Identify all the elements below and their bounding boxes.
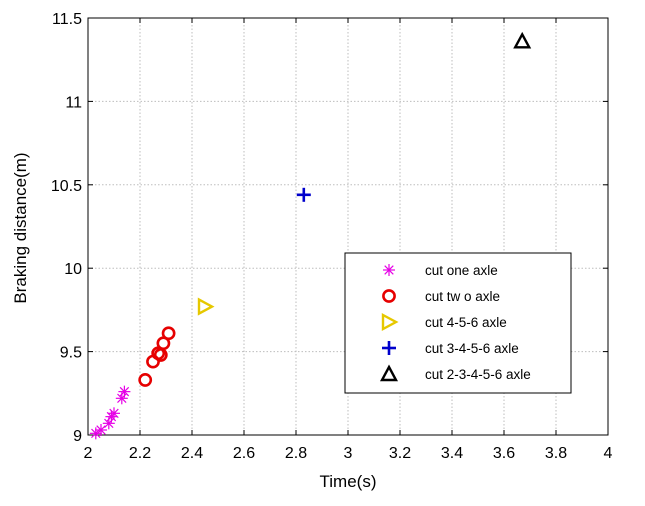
star-stroke bbox=[96, 425, 106, 435]
legend-marker bbox=[382, 341, 396, 355]
data-point bbox=[118, 385, 131, 398]
legend-marker bbox=[379, 364, 399, 382]
legend-marker bbox=[382, 289, 396, 303]
x-tick-label: 3.8 bbox=[545, 445, 567, 462]
circle-shape bbox=[138, 373, 153, 387]
legend-marker bbox=[383, 264, 395, 276]
x-tick-label: 2.2 bbox=[129, 445, 151, 462]
y-tick-label: 11 bbox=[65, 94, 82, 111]
legend-entry-label: cut 3-4-5-6 axle bbox=[425, 341, 519, 356]
data-point bbox=[197, 297, 215, 316]
y-tick-label: 11.5 bbox=[52, 11, 82, 28]
y-tick-label: 10.5 bbox=[51, 178, 82, 195]
x-tick-labels: 2 2.2 2.4 2.6 2.8 3 3.2 3.4 3.6 3.8 4 bbox=[84, 445, 613, 462]
y-tick-label: 9.5 bbox=[60, 345, 82, 362]
y-tick-labels: 9 9.5 10 10.5 11 11.5 bbox=[51, 11, 82, 445]
legend-entry-label: cut one axle bbox=[425, 263, 498, 278]
x-tick-label: 3.4 bbox=[441, 445, 463, 462]
x-axis-label: Time(s) bbox=[320, 472, 377, 491]
legend-entry-label: cut 4-5-6 axle bbox=[425, 315, 507, 330]
star-stroke bbox=[384, 265, 394, 275]
y-tick-label: 10 bbox=[64, 261, 82, 278]
x-tick-label: 3.2 bbox=[389, 445, 411, 462]
data-point bbox=[513, 31, 532, 49]
x-tick-label: 3.6 bbox=[493, 445, 515, 462]
y-tick-label: 9 bbox=[73, 428, 82, 445]
star-stroke bbox=[119, 386, 130, 397]
x-tick-label: 2.4 bbox=[181, 445, 203, 462]
legend-entry-label: cut 2-3-4-5-6 axle bbox=[425, 367, 531, 382]
circle-shape bbox=[382, 289, 396, 303]
triangle-shape bbox=[513, 31, 532, 49]
triangle-shape bbox=[197, 297, 215, 316]
data-point bbox=[296, 187, 311, 202]
star-stroke bbox=[109, 408, 119, 419]
data-point bbox=[108, 407, 120, 420]
triangle-shape bbox=[379, 364, 399, 382]
x-tick-label: 2.8 bbox=[285, 445, 307, 462]
axes-box bbox=[87, 17, 609, 436]
data-point bbox=[161, 326, 176, 341]
data-point bbox=[95, 423, 107, 436]
legend-entry-label: cut tw o axle bbox=[425, 289, 500, 304]
x-tick-label: 4 bbox=[604, 445, 613, 462]
triangle-shape bbox=[381, 312, 399, 332]
data-points bbox=[89, 31, 532, 440]
y-axis-label: Braking distance(m) bbox=[11, 152, 30, 303]
data-point bbox=[138, 373, 153, 387]
legend: cut one axle cut tw o axle cut 4-5-6 axle c… bbox=[344, 252, 572, 394]
x-tick-label: 2 bbox=[84, 445, 93, 462]
x-tick-label: 3 bbox=[344, 445, 353, 462]
axes-frame bbox=[87, 17, 609, 436]
x-tick-label: 2.6 bbox=[233, 445, 255, 462]
circle-shape bbox=[161, 326, 176, 341]
legend-marker bbox=[381, 312, 399, 332]
